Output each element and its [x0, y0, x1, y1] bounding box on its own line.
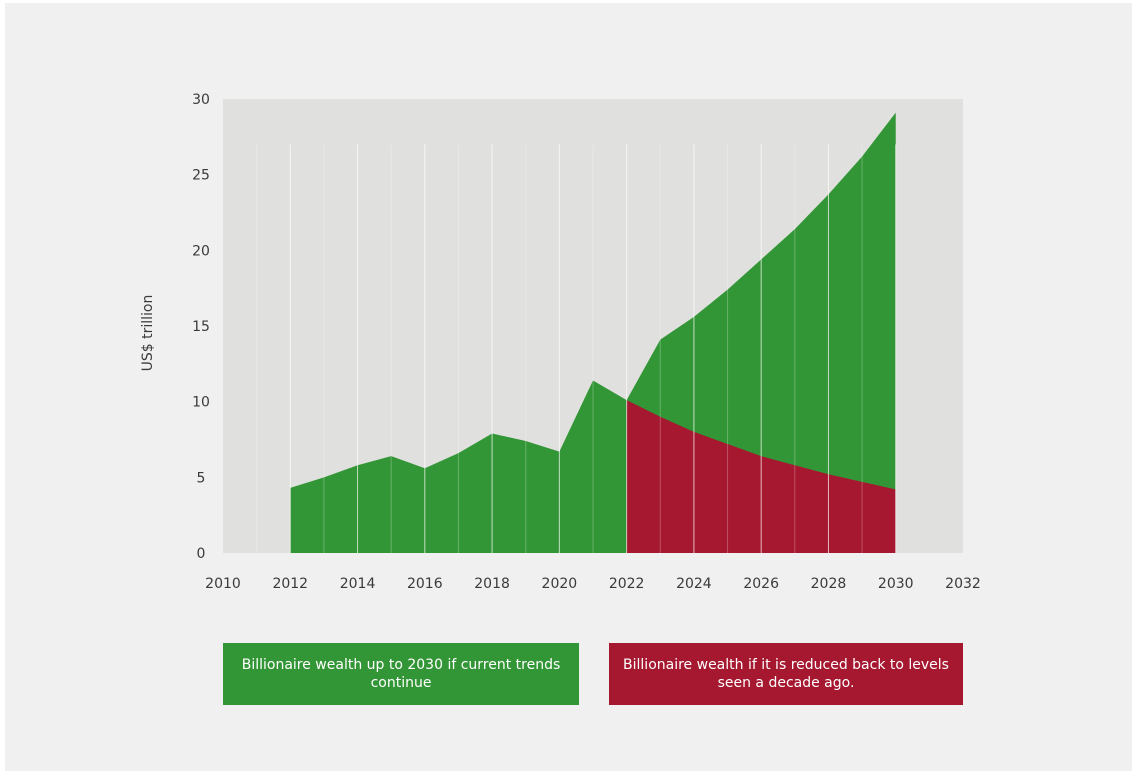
- legend-item-current-trends: Billionaire wealth up to 2030 if current…: [223, 643, 579, 705]
- x-tick-label: 2020: [542, 576, 578, 592]
- x-tick-label: 2016: [407, 576, 443, 592]
- y-tick-label: 20: [192, 243, 210, 259]
- x-tick-label: 2022: [609, 576, 645, 592]
- legend-label-reduced: Billionaire wealth if it is reduced back…: [623, 657, 949, 691]
- y-tick-label: 15: [192, 319, 210, 335]
- x-tick-label: 2028: [811, 576, 847, 592]
- x-axis-ticks: 2010 2012 2014 2016 2018 2020 2022 2024 2026 2028…: [205, 576, 981, 592]
- x-tick-label: 2010: [205, 576, 241, 592]
- x-tick-label: 2014: [340, 576, 376, 592]
- y-axis-ticks: 0 5 10 15 20 25 30: [192, 92, 210, 562]
- legend-item-reduced: Billionaire wealth if it is reduced back…: [609, 643, 963, 705]
- x-tick-label: 2026: [743, 576, 779, 592]
- chart-panel: 2010 2012 2014 2016 2018 2020 2022 2024 2026 2028…: [5, 3, 1132, 771]
- legend-label-current-trends: Billionaire wealth up to 2030 if current…: [241, 657, 561, 691]
- series-area-1: [290, 112, 896, 554]
- x-tick-label: 2012: [272, 576, 308, 592]
- area-chart: 2010 2012 2014 2016 2018 2020 2022 2024 2026 2028…: [140, 92, 981, 592]
- y-axis-label: US$ trillion: [140, 295, 156, 372]
- x-tick-label: 2024: [676, 576, 712, 592]
- y-tick-label: 5: [197, 470, 206, 486]
- y-tick-label: 10: [192, 395, 210, 411]
- x-tick-label: 2018: [474, 576, 510, 592]
- gridlines: [256, 144, 897, 553]
- x-tick-label: 2032: [945, 576, 981, 592]
- y-tick-label: 30: [192, 92, 210, 108]
- y-tick-label: 25: [192, 168, 210, 184]
- x-tick-label: 2030: [878, 576, 914, 592]
- y-tick-label: 0: [197, 546, 206, 562]
